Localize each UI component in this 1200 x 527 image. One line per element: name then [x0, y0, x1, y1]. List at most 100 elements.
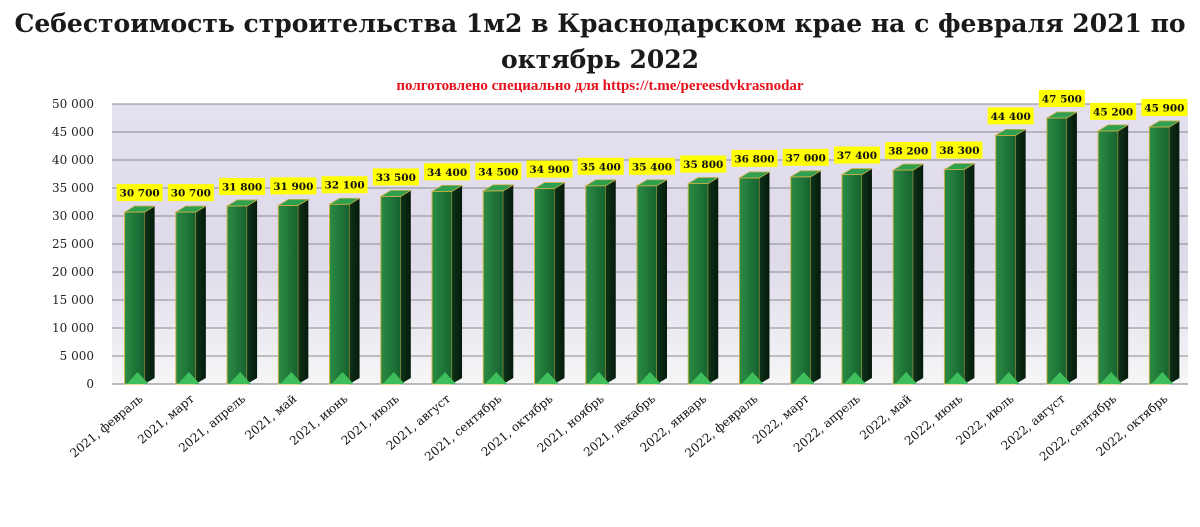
- data-label-bg: [885, 142, 932, 160]
- data-label-bg: [424, 163, 471, 181]
- bar-base: [536, 372, 559, 384]
- data-label-bg: [629, 157, 675, 175]
- bar-front: [380, 195, 402, 385]
- data-label: 30 700: [171, 188, 211, 200]
- bar-15: 37 400: [833, 146, 880, 385]
- y-tick-label: 50 000: [52, 97, 94, 111]
- x-tick-label: 2021, февраль: [67, 391, 146, 460]
- bar-side: [605, 179, 616, 384]
- bar-front: [687, 183, 709, 385]
- bar-21: 45 900: [1141, 98, 1188, 385]
- bar-base: [434, 372, 457, 384]
- bar-front: [943, 169, 965, 385]
- bar-top: [1096, 124, 1130, 132]
- chart-subtitle: полготовлено специально для https://t.me…: [396, 78, 804, 94]
- bar-base: [946, 372, 969, 384]
- data-label: 31 900: [273, 181, 313, 193]
- bar-top: [891, 163, 925, 171]
- bar-8: 34 500: [475, 162, 522, 385]
- data-label: 34 400: [427, 167, 467, 179]
- bar-front: [329, 203, 351, 385]
- bar-top: [738, 171, 771, 179]
- bar-11: 35 400: [629, 157, 675, 385]
- bar-side: [144, 206, 155, 384]
- bar-base: [895, 372, 918, 384]
- bar-base: [280, 372, 303, 384]
- bar-side: [913, 164, 924, 384]
- data-label-bg: [475, 162, 522, 180]
- y-tick-label: 25 000: [52, 237, 94, 251]
- bar-side: [657, 179, 667, 384]
- bar-top: [379, 189, 413, 197]
- data-label-bg: [577, 157, 624, 175]
- bar-top: [276, 198, 310, 206]
- data-label: 38 300: [939, 145, 979, 157]
- bar-base: [1100, 372, 1123, 384]
- bar-front: [1097, 130, 1119, 385]
- bar-top: [481, 184, 515, 192]
- bar-top: [430, 184, 464, 192]
- bar-base: [177, 372, 200, 384]
- bar-top: [174, 205, 208, 213]
- bar-top: [789, 170, 823, 178]
- data-label: 35 800: [683, 159, 723, 171]
- bar-base: [1151, 372, 1174, 384]
- bar-side: [452, 185, 463, 384]
- bar-front: [636, 185, 658, 385]
- bar-18: 44 400: [987, 107, 1034, 385]
- bar-side: [503, 184, 514, 384]
- data-label: 45 200: [1093, 106, 1133, 118]
- data-label-bg: [680, 155, 727, 173]
- bar-front: [482, 190, 504, 385]
- bar-10: 35 400: [577, 157, 624, 385]
- y-tick-label: 15 000: [52, 293, 94, 307]
- data-label: 37 000: [786, 152, 826, 164]
- data-label: 32 100: [324, 180, 364, 192]
- bar-side: [1066, 112, 1077, 384]
- bar-side: [349, 198, 360, 384]
- bar-front: [277, 204, 299, 385]
- bar-front: [534, 188, 556, 385]
- y-tick-label: 0: [86, 377, 94, 391]
- bar-side: [400, 190, 411, 384]
- bar-top: [328, 197, 362, 205]
- y-tick-label: 10 000: [52, 321, 94, 335]
- data-label-bg: [731, 149, 778, 167]
- data-label-bg: [167, 184, 214, 202]
- bar-top: [123, 205, 157, 213]
- bar-9: 34 900: [526, 160, 573, 385]
- bar-16: 38 200: [885, 142, 932, 385]
- y-tick-label: 45 000: [52, 125, 94, 139]
- y-tick-label: 20 000: [52, 265, 94, 279]
- data-label-bg: [526, 160, 573, 178]
- bar-front: [738, 177, 760, 385]
- bar-base: [1048, 372, 1071, 384]
- data-label-bg: [782, 148, 829, 166]
- bar-14: 37 000: [782, 148, 829, 385]
- data-label-bg: [270, 177, 317, 195]
- y-tick-label: 35 000: [52, 181, 94, 195]
- bar-top: [533, 182, 566, 189]
- data-label: 38 200: [888, 146, 928, 158]
- bar-side: [298, 199, 309, 384]
- data-label-bg: [833, 146, 880, 164]
- bar-front: [431, 190, 453, 385]
- bar-top: [686, 177, 720, 184]
- data-label: 34 500: [478, 166, 518, 178]
- bar-side: [708, 177, 719, 384]
- bar-front: [1148, 126, 1170, 385]
- data-label-bg: [1038, 90, 1085, 107]
- bar-top: [942, 163, 976, 170]
- data-label: 44 400: [991, 111, 1031, 123]
- data-label: 36 800: [734, 153, 774, 165]
- y-tick-label: 30 000: [52, 209, 94, 223]
- bar-base: [690, 372, 713, 384]
- y-tick-label: 5 000: [60, 349, 94, 363]
- data-label-bg: [219, 177, 266, 195]
- bar-top: [225, 199, 259, 207]
- bar-front: [995, 134, 1017, 385]
- bar-side: [247, 199, 258, 384]
- bar-base: [485, 372, 508, 384]
- data-label: 34 900: [529, 164, 569, 176]
- bar-6: 33 500: [372, 168, 419, 385]
